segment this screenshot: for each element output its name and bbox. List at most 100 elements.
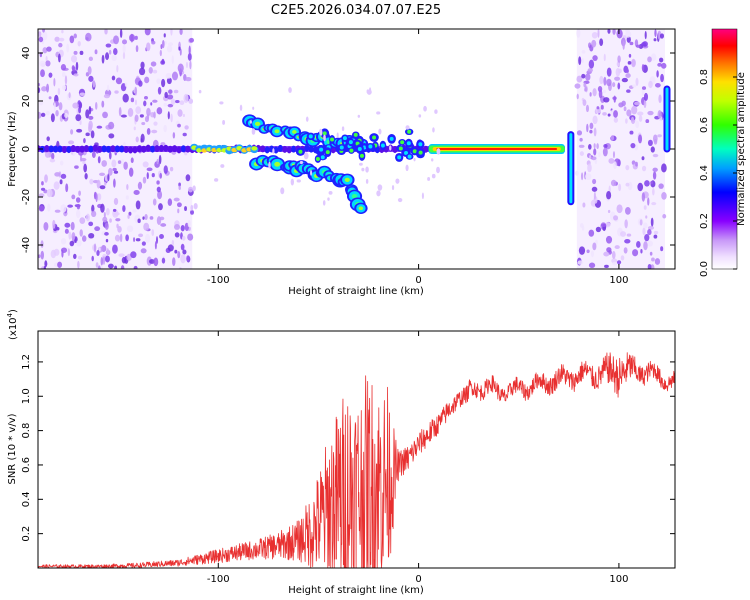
noise-blob <box>156 216 162 225</box>
snr-x-label: Height of straight line (km) <box>288 585 424 596</box>
noise-blob <box>77 260 80 269</box>
mid-blob-core <box>298 149 303 154</box>
noise-blob <box>105 238 109 243</box>
noise-blob <box>647 225 655 230</box>
noise-blob <box>43 221 49 231</box>
noise-blob <box>598 151 601 158</box>
noise-blob <box>637 111 644 116</box>
dc-blob <box>172 145 178 153</box>
noise-blob <box>44 151 51 158</box>
noise-blob <box>122 52 126 60</box>
noise-blob <box>123 161 128 170</box>
noise-blob <box>644 180 650 187</box>
noise-blob <box>589 92 592 97</box>
noise-blob <box>603 76 607 86</box>
noise-blob <box>144 214 148 221</box>
noise-blob <box>64 112 69 119</box>
dc-blob <box>176 146 182 154</box>
noise-blob <box>113 170 119 174</box>
noise-blob <box>603 251 610 257</box>
noise-blob <box>90 130 95 139</box>
mid-blob-core <box>349 148 354 153</box>
noise-blob <box>99 172 106 177</box>
noise-blob <box>60 247 68 253</box>
noise-blob <box>71 194 76 200</box>
faint-blob <box>405 125 410 130</box>
noise-blob <box>647 197 650 206</box>
noise-blob <box>614 76 621 81</box>
colorbar: 0.0 0.2 0.4 0.6 0.8 Normalized spectral ampl… <box>699 28 747 277</box>
dc-blob <box>136 145 142 153</box>
noise-blob <box>607 29 611 34</box>
noise-blob <box>68 231 72 240</box>
noise-blob <box>94 49 98 55</box>
noise-blob <box>135 238 141 242</box>
noise-blob <box>116 64 119 73</box>
noise-blob <box>632 249 639 257</box>
noise-blob <box>97 193 102 201</box>
mid-blob-core <box>407 154 412 159</box>
noise-blob <box>588 144 592 150</box>
noise-blob <box>608 158 615 164</box>
noise-blob <box>182 132 187 137</box>
noise-blob <box>185 174 191 182</box>
faint-blob <box>391 185 395 191</box>
noise-blob <box>163 102 168 107</box>
noise-blob <box>647 263 652 269</box>
noise-blob <box>584 86 588 92</box>
noise-blob <box>114 265 118 269</box>
noise-blob <box>159 172 163 179</box>
noise-blob <box>85 32 92 42</box>
noise-blob <box>53 77 56 87</box>
noise-blob <box>174 232 180 238</box>
dc-blob <box>92 144 98 152</box>
noise-blob <box>103 211 106 219</box>
noise-blob <box>76 239 82 247</box>
mid-blob-core <box>400 140 405 145</box>
faint-blob <box>288 87 292 93</box>
mid-blob-core <box>320 155 325 160</box>
dc-blob <box>97 145 103 153</box>
lower-branch-blob-core <box>351 194 358 199</box>
noise-blob <box>174 99 180 104</box>
noise-blob <box>114 234 121 242</box>
noise-blob <box>635 120 640 129</box>
noise-blob <box>83 138 86 144</box>
noise-blob <box>68 92 71 99</box>
noise-blob <box>649 251 653 256</box>
noise-blob <box>650 180 654 185</box>
noise-blob <box>88 221 94 227</box>
snr-series-line <box>38 352 675 568</box>
colorbar-tick-label: 0.2 <box>699 213 710 229</box>
noise-blob <box>82 235 87 242</box>
noise-blob <box>625 165 630 171</box>
noise-blob <box>156 180 160 185</box>
faint-blob <box>249 120 252 124</box>
noise-blob <box>45 56 48 62</box>
noise-blob <box>96 179 101 189</box>
noise-blob <box>46 136 50 142</box>
noise-blob <box>580 172 584 181</box>
noise-blob <box>142 161 149 168</box>
x-tick-label: -100 <box>207 574 230 585</box>
noise-blob <box>660 246 664 252</box>
noise-blob <box>173 197 180 202</box>
noise-blob <box>73 33 77 39</box>
noise-blob <box>112 208 117 212</box>
noise-blob <box>93 243 97 253</box>
noise-blob <box>97 265 101 269</box>
noise-blob <box>591 186 598 192</box>
upper-branch-blob-core <box>254 121 261 127</box>
faint-blob <box>341 126 345 131</box>
faint-blob <box>268 161 271 169</box>
dc-blob <box>150 145 156 153</box>
noise-blob <box>79 119 82 126</box>
noise-blob <box>40 112 46 117</box>
noise-blob <box>78 255 83 260</box>
snr-panel: -100 0 100 0.2 0.4 0.6 0.8 1.0 1.2 Height of st… <box>6 309 676 596</box>
noise-blob <box>156 107 163 115</box>
noise-blob <box>163 33 166 38</box>
noise-blob <box>88 115 94 120</box>
dc-blob <box>132 146 138 154</box>
